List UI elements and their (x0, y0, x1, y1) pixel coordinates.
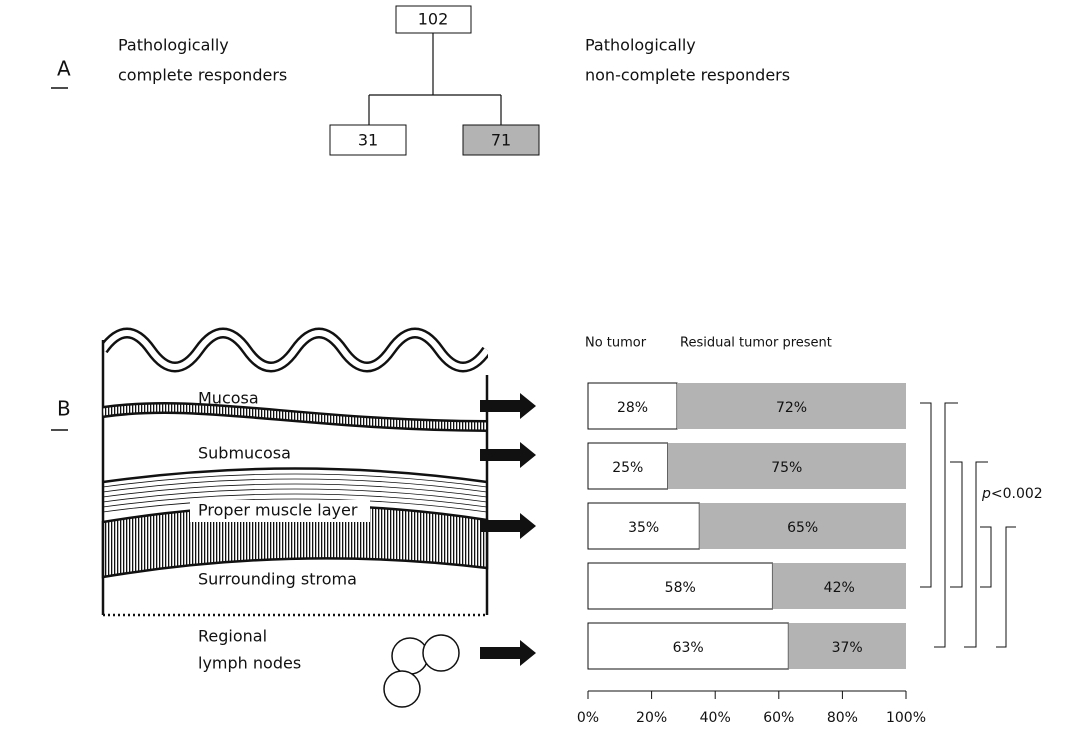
x-tick-label: 20% (636, 710, 667, 726)
x-tick-label: 60% (763, 710, 794, 726)
x-tick-label: 80% (827, 710, 858, 726)
panel-label: A (57, 57, 71, 81)
node-value: 102 (418, 10, 449, 29)
significance-brackets (920, 403, 1016, 647)
p-symbol: p (981, 486, 991, 502)
group-text: complete responders (118, 66, 287, 85)
value-label: 25% (612, 460, 643, 476)
legend-label: Residual tumor present (680, 336, 832, 351)
value-label: 28% (617, 400, 648, 416)
node-value: 31 (358, 131, 378, 150)
value-label: 75% (771, 460, 802, 476)
x-tick-label: 40% (700, 710, 731, 726)
value-label: 63% (673, 640, 704, 656)
x-tick-label: 100% (886, 710, 926, 726)
layer-label: Regional (198, 627, 267, 646)
node-value: 71 (491, 131, 511, 150)
group-text: Pathologically (585, 36, 696, 55)
layer-label: Proper muscle layer (198, 501, 358, 520)
group-text: Pathologically (118, 36, 229, 55)
value-label: 58% (665, 580, 696, 596)
panel-label: B (57, 397, 71, 421)
x-tick-label: 0% (577, 710, 599, 726)
layer-label: Mucosa (198, 389, 259, 408)
layer-label: Surrounding stroma (198, 570, 357, 589)
group-text: non-complete responders (585, 66, 790, 85)
arrows (480, 393, 536, 666)
layer-label: lymph nodes (198, 654, 301, 673)
value-label: 37% (832, 640, 863, 656)
value-label: 42% (824, 580, 855, 596)
legend-label: No tumor (585, 336, 647, 351)
value-label: 65% (787, 520, 818, 536)
layer-label: Submucosa (198, 444, 291, 463)
p-value: p<0.002 (981, 486, 1043, 502)
value-label: 72% (776, 400, 807, 416)
tree-lines (369, 33, 501, 125)
p-threshold: <0.002 (991, 486, 1043, 502)
value-label: 35% (628, 520, 659, 536)
figure: A Pathologically complete responders Pat… (0, 0, 1076, 729)
